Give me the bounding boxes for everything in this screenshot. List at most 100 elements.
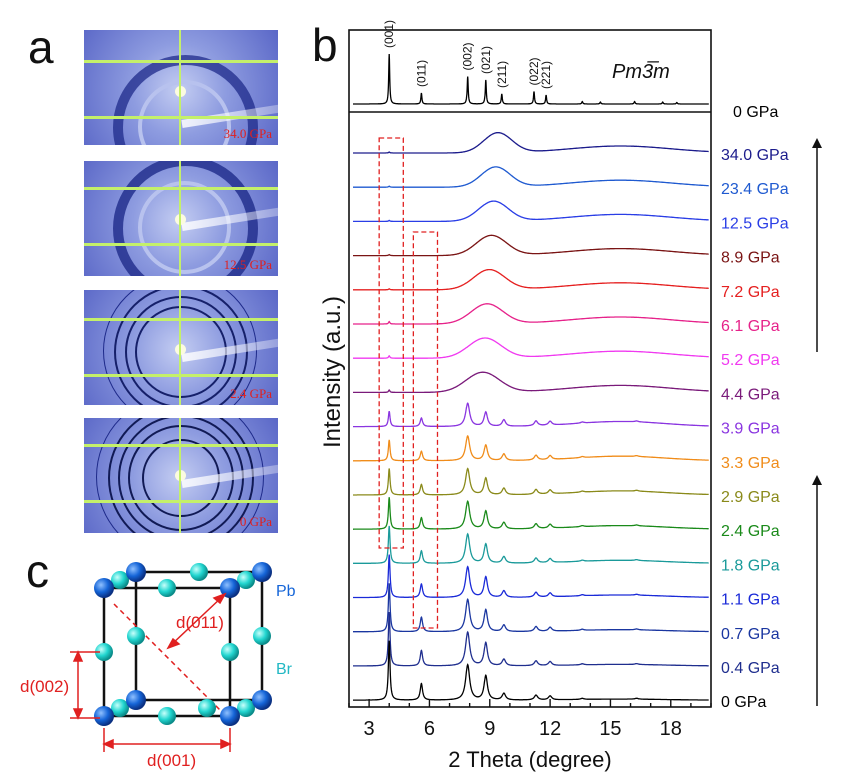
pattern-line bbox=[353, 611, 709, 667]
pressure-label: 8.9 GPa bbox=[721, 250, 780, 267]
x-axis-label: 2 Theta (degree) bbox=[448, 747, 611, 772]
plot-frame: Intensity (a.u.) bbox=[319, 29, 712, 708]
br-atom bbox=[190, 563, 208, 581]
highlight-box bbox=[378, 137, 404, 549]
d011-plane-line bbox=[113, 603, 223, 713]
diffraction-image-34gpa: 34.0 GPa bbox=[84, 30, 278, 145]
pattern-line bbox=[353, 303, 709, 325]
pattern-line bbox=[353, 583, 709, 633]
hkl-label: (002) bbox=[461, 42, 475, 70]
pressure-label: 0.7 GPa bbox=[721, 626, 780, 643]
br-atom bbox=[253, 627, 271, 645]
diffraction-image-12-5gpa: 12.5 GPa bbox=[84, 161, 278, 276]
pressure-label: 5.2 GPa bbox=[721, 352, 780, 369]
pressure-label: 23.4 GPa bbox=[721, 181, 789, 198]
br-atom bbox=[221, 643, 239, 661]
hkl-label: (022) bbox=[527, 57, 541, 85]
pressure-label: 1.1 GPa bbox=[721, 592, 780, 609]
x-tick-label: 15 bbox=[599, 718, 621, 740]
highlight-box bbox=[412, 231, 439, 629]
diffraction-image-0gpa: 0 GPa bbox=[84, 418, 278, 533]
x-tick-label: 12 bbox=[539, 718, 561, 740]
pressure-label: 3.3 GPa bbox=[721, 455, 780, 472]
pressure-arrow-head bbox=[812, 138, 822, 148]
pressure-arrows bbox=[812, 138, 822, 706]
label-pb: Pb bbox=[276, 583, 296, 600]
d002-annotation bbox=[70, 650, 100, 720]
br-atom bbox=[237, 571, 255, 589]
pressure-label: 6.1 GPa bbox=[721, 318, 780, 335]
br-atom bbox=[198, 699, 216, 717]
panel-label-b: b bbox=[312, 19, 338, 71]
label-d001: d(001) bbox=[147, 751, 196, 770]
panel-label-c: c bbox=[26, 545, 49, 597]
series-labels: 34.0 GPa 23.4 GPa 12.5 GPa 8.9 GPa 7.2 GPa 6.… bbox=[721, 147, 789, 711]
pressure-arrow-head bbox=[812, 475, 822, 485]
reference-pressure-label: 0 GPa bbox=[733, 104, 778, 121]
pressure-label: 12.5 GPa bbox=[721, 215, 789, 232]
br-atom bbox=[95, 643, 113, 661]
pb-atom bbox=[94, 578, 114, 598]
x-tick-label: 18 bbox=[660, 718, 682, 740]
br-atom bbox=[111, 699, 129, 717]
pattern-line bbox=[353, 268, 709, 291]
pattern-line bbox=[353, 554, 709, 599]
label-d002: d(002) bbox=[20, 677, 69, 696]
x-tick-label: 6 bbox=[424, 718, 435, 740]
pattern-line bbox=[353, 434, 709, 462]
diffraction-image-2-4gpa: 2.4 GPa bbox=[84, 290, 278, 405]
pattern-line bbox=[353, 525, 709, 564]
pb-atom bbox=[252, 562, 272, 582]
space-group-label: Pm3̅m bbox=[612, 60, 670, 83]
pressure-label: 0 GPa bbox=[239, 514, 272, 529]
pattern-line bbox=[353, 234, 709, 257]
br-atom bbox=[158, 707, 176, 725]
pattern-series bbox=[353, 131, 709, 701]
label-br: Br bbox=[276, 661, 293, 678]
pressure-label: 7.2 GPa bbox=[721, 284, 780, 301]
y-axis-label: Intensity (a.u.) bbox=[319, 296, 346, 448]
d001-annotation bbox=[102, 728, 232, 752]
x-tick-label: 3 bbox=[364, 718, 375, 740]
x-axis: 3 6 9 12 15 18 2 Theta (degree) bbox=[348, 699, 712, 772]
hkl-label: (001) bbox=[382, 20, 396, 48]
reference-pattern-panel: (001) (011) (002) (021)(211) (022)(221) Pm3̅m… bbox=[353, 20, 778, 121]
br-atoms bbox=[95, 563, 271, 725]
pressure-label: 12.5 GPa bbox=[223, 257, 272, 272]
pressure-label: 2.9 GPa bbox=[721, 489, 780, 506]
hkl-label: (021) bbox=[479, 46, 493, 74]
pb-atom bbox=[94, 706, 114, 726]
pressure-label: 34.0 GPa bbox=[721, 147, 789, 164]
d011-annotation bbox=[166, 592, 227, 650]
pattern-line bbox=[353, 640, 709, 701]
panel-label-a: a bbox=[28, 21, 54, 73]
hkl-label: (211) bbox=[495, 61, 509, 88]
pressure-label: 0 GPa bbox=[721, 694, 766, 711]
pb-atom bbox=[252, 690, 272, 710]
reference-pattern-line bbox=[353, 53, 709, 105]
pb-atom bbox=[126, 562, 146, 582]
x-tick-label: 9 bbox=[484, 718, 495, 740]
br-atom bbox=[158, 579, 176, 597]
pressure-label: 0.4 GPa bbox=[721, 660, 780, 677]
pressure-label: 1.8 GPa bbox=[721, 557, 780, 574]
pattern-line bbox=[353, 131, 709, 154]
pb-atom bbox=[220, 578, 240, 598]
br-atom bbox=[111, 571, 129, 589]
pattern-line bbox=[353, 166, 709, 188]
pattern-line bbox=[353, 497, 709, 530]
pb-atom bbox=[126, 690, 146, 710]
hkl-label: (221) bbox=[539, 61, 553, 89]
pressure-label: 2.4 GPa bbox=[230, 386, 272, 401]
pressure-label: 34.0 GPa bbox=[223, 126, 272, 141]
pressure-label: 4.4 GPa bbox=[721, 386, 780, 403]
br-atom bbox=[237, 699, 255, 717]
label-d011: d(011) bbox=[176, 613, 224, 632]
pattern-line bbox=[353, 467, 709, 496]
pattern-line bbox=[353, 402, 709, 428]
br-atom bbox=[127, 627, 145, 645]
highlight-boxes bbox=[378, 137, 439, 629]
pattern-line bbox=[353, 371, 709, 394]
beam-center bbox=[175, 86, 186, 97]
